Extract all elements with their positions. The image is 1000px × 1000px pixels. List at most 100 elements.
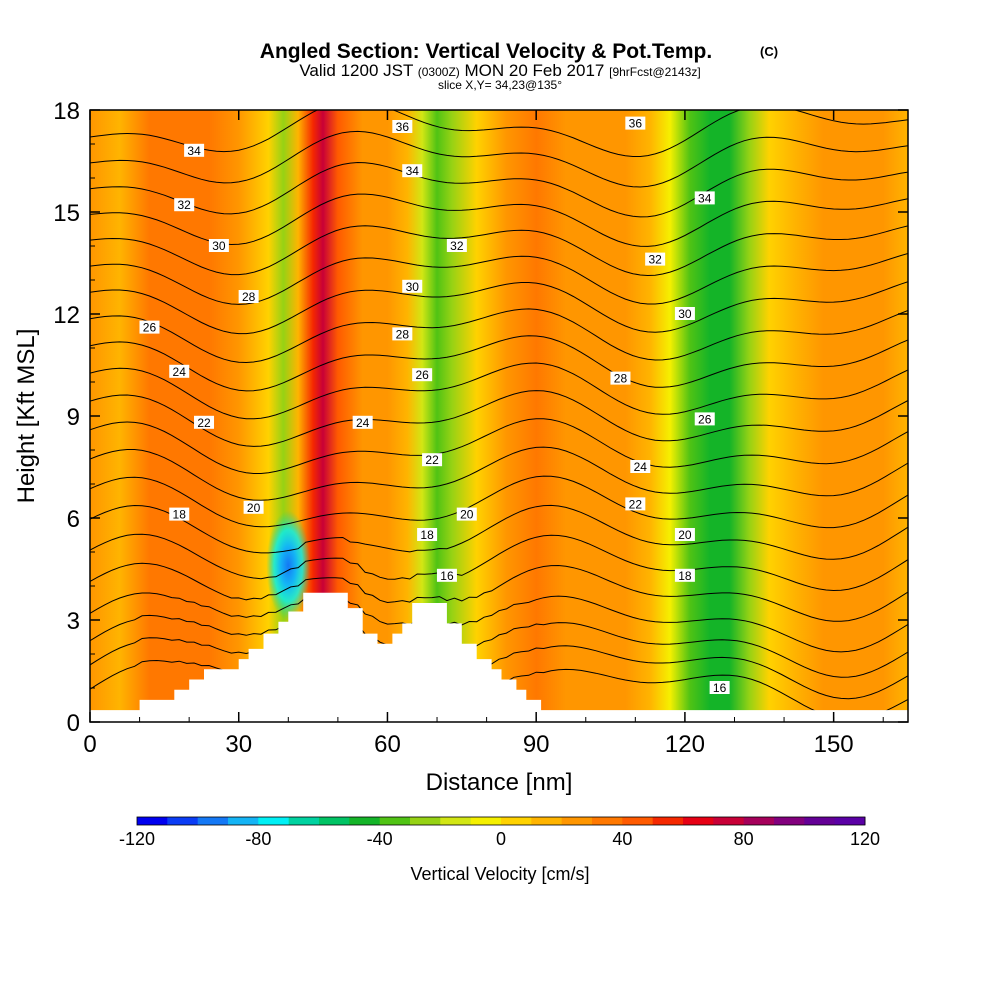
isotherm-label-32: 32 (174, 198, 195, 212)
isotherm-22 (90, 504, 908, 560)
colorbar-swatch (561, 817, 593, 825)
colorbar-swatch (349, 817, 381, 825)
plot-area: 36 36 34 34 34 32 32 32 30 30 30 28 28 28 26 26 26 24 24 24… (90, 110, 908, 722)
x-tick-label: 60 (374, 731, 401, 758)
isotherm-label-text: 34 (187, 144, 201, 158)
isotherm-label-18: 18 (417, 528, 438, 542)
x-tick-label: 0 (83, 731, 96, 758)
isotherm-label-bg (243, 500, 264, 514)
colorbar-tick-label: -40 (367, 829, 393, 849)
velocity-field (90, 110, 908, 722)
isotherm-label-bg (169, 507, 190, 521)
x-axis: 0 30 60 90 120 150 (83, 110, 884, 758)
isotherm-label-22: 22 (194, 415, 215, 430)
isotherm-31 (90, 253, 908, 305)
y-tick-label: 15 (53, 200, 80, 227)
isotherm-label-text: 20 (247, 501, 261, 515)
isotherm-label-text: 32 (450, 239, 464, 253)
isotherm-label-text: 30 (406, 280, 420, 294)
subtitle-forecast: [9hrFcst@2143z] (609, 65, 701, 79)
colorbar (136, 816, 866, 826)
isotherm-label-text: 22 (197, 416, 211, 430)
isotherm-label-30: 30 (674, 307, 695, 321)
isotherm-label-text: 28 (396, 327, 410, 341)
isotherm-label-bg (625, 116, 646, 130)
isotherm-label-28: 28 (392, 327, 413, 341)
isotherm-label-text: 30 (678, 307, 692, 321)
isotherm-label-24: 24 (169, 364, 190, 379)
slice-label: slice X,Y= 34,23@135° (438, 78, 562, 92)
isotherm-label-18: 18 (674, 568, 695, 583)
colorbar-tick-label: -120 (119, 829, 155, 849)
isotherm-32 (90, 225, 908, 277)
x-tick-label: 30 (225, 731, 252, 758)
isotherm-label-text: 20 (678, 528, 692, 542)
colorbar-swatch (410, 817, 441, 825)
isotherm-label-bg (402, 164, 423, 178)
isotherm-label-36: 36 (625, 116, 646, 131)
x-tick-label: 90 (523, 731, 550, 758)
isotherm-30 (90, 281, 908, 335)
isotherm-label-text: 24 (173, 365, 187, 379)
isotherm-label-26: 26 (139, 320, 160, 335)
isotherm-label-20: 20 (674, 528, 695, 542)
colorbar-swatch (834, 817, 866, 825)
colorbar-tick-label: 80 (734, 829, 754, 849)
colorbar-swatch (652, 817, 684, 825)
isotherm-label-26: 26 (412, 368, 433, 382)
isotherm-label-text: 26 (415, 368, 429, 382)
x-axis-label: Distance [nm] (426, 769, 573, 796)
y-tick-label: 3 (67, 608, 80, 635)
isotherm-label-text: 28 (614, 372, 628, 386)
isotherm-18 (90, 614, 908, 678)
isotherm-label-20: 20 (243, 500, 264, 515)
colorbar-swatch (713, 817, 745, 825)
colorbar-swatch (531, 817, 563, 825)
isotherm-label-text: 36 (629, 117, 643, 131)
isotherm-lines (90, 110, 908, 721)
isotherm-label-text: 30 (212, 239, 226, 253)
colorbar-swatch (379, 817, 411, 825)
colorbar-swatch (288, 817, 320, 825)
colorbar-label: Vertical Velocity [cm/s] (410, 864, 589, 884)
isotherm-label-30: 30 (208, 239, 229, 253)
isotherm-label-bg (208, 239, 229, 252)
isotherm-label-bg (674, 307, 695, 320)
colorbar-swatch (622, 817, 654, 825)
isotherm-label-24: 24 (352, 415, 373, 430)
chart-title: Angled Section: Vertical Velocity & Pot.… (260, 40, 712, 63)
colorbar-swatch (683, 817, 714, 825)
colorbar-swatch (501, 817, 532, 825)
isotherm-label-text: 34 (406, 164, 420, 178)
colorbar-tick-label: 120 (850, 829, 880, 849)
subtitle-zulu: (0300Z) (418, 65, 460, 79)
isotherm-label-bg (446, 239, 467, 252)
y-tick-label: 9 (67, 404, 80, 431)
isotherm-label-28: 28 (238, 290, 259, 304)
isotherm-label-16: 16 (436, 568, 457, 583)
isotherm-label-32: 32 (645, 252, 666, 267)
x-tick-label: 150 (814, 731, 854, 758)
subtitle-valid: Valid 1200 JST (299, 61, 417, 80)
isotherm-35 (90, 130, 908, 188)
colorbar-swatch (440, 817, 472, 825)
subtitle-date: MON 20 Feb 2017 (460, 61, 609, 80)
y-tick-label: 0 (67, 710, 80, 737)
isotherm-label-bg (169, 364, 190, 378)
isotherm-label-bg (436, 568, 457, 582)
isotherm-20 (90, 562, 908, 622)
isotherm-19 (90, 592, 908, 653)
isotherm-label-text: 20 (460, 508, 474, 522)
isotherm-label-bg (139, 320, 160, 334)
y-tick-label: 6 (67, 506, 80, 533)
updraft-core (266, 510, 311, 621)
isotherm-label-18: 18 (169, 507, 190, 522)
isotherm-28 (90, 335, 908, 392)
isotherm-label-text: 24 (634, 460, 648, 474)
colorbar-swatch (319, 817, 350, 825)
isotherm-label-20: 20 (456, 508, 477, 522)
x-tick-label: 120 (665, 731, 705, 758)
isotherm-label-bg (412, 368, 433, 382)
isotherm-21 (90, 533, 908, 592)
